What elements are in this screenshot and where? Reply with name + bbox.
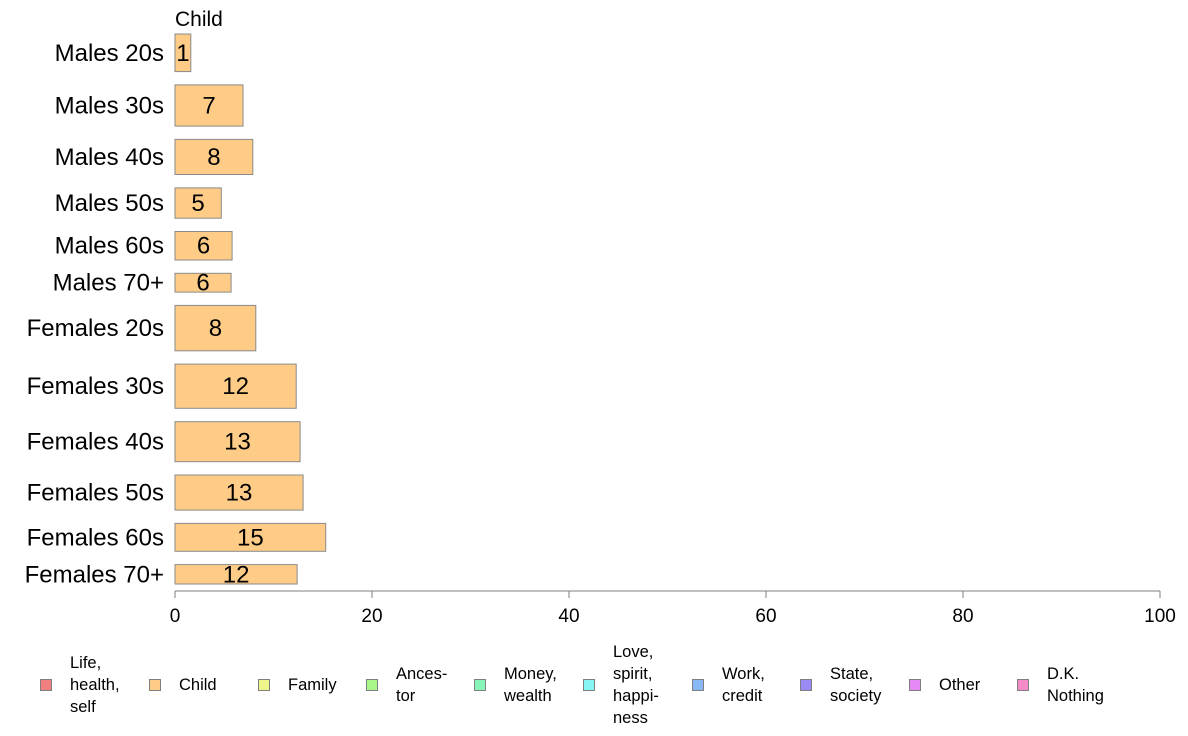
legend-label: Ances- tor xyxy=(396,665,448,705)
x-tick-label: 40 xyxy=(558,606,579,627)
category-label: Males 20s xyxy=(55,40,164,67)
bar xyxy=(174,138,254,175)
legend-label: Money, wealth xyxy=(504,665,557,705)
category-label: Females 60s xyxy=(27,524,164,551)
legend-label: State, society xyxy=(830,665,882,705)
legend-item: Family xyxy=(258,640,337,730)
x-axis: 0 20 40 60 80 100 xyxy=(170,590,1176,627)
legend-swatch xyxy=(692,679,704,691)
value-label: 13 xyxy=(226,480,253,507)
bar xyxy=(174,421,301,463)
bars-group: Males 20s 1 Males 30s 7 Males 40s 8 Males 50s 5… xyxy=(25,33,327,588)
bar xyxy=(174,187,222,219)
category-label: Males 60s xyxy=(55,233,164,260)
value-label: 8 xyxy=(209,315,222,342)
category-label: Females 20s xyxy=(27,315,164,342)
legend-item: Life, health, self xyxy=(40,640,120,730)
legend-item: Ances- tor xyxy=(366,640,447,730)
legend-label: Love, spirit, happi- ness xyxy=(613,643,659,727)
panel-title: Child xyxy=(175,8,223,31)
category-label: Females 70+ xyxy=(25,561,164,588)
legend-swatch xyxy=(40,679,52,691)
legend-label: Child xyxy=(179,676,217,694)
bar xyxy=(174,33,192,73)
legend-item: Other xyxy=(909,640,980,730)
category-label: Females 50s xyxy=(27,480,164,507)
value-label: 8 xyxy=(207,144,220,171)
bar xyxy=(174,272,232,293)
value-label: 13 xyxy=(224,429,251,456)
bar xyxy=(174,522,327,552)
legend-item: Love, spirit, happi- ness xyxy=(583,640,659,730)
bar xyxy=(174,474,304,511)
value-label: 15 xyxy=(237,524,264,551)
category-label: Males 40s xyxy=(55,144,164,171)
value-label: 1 xyxy=(176,40,189,67)
legend-item: Child xyxy=(149,640,217,730)
legend-swatch xyxy=(583,679,595,691)
x-tick-label: 100 xyxy=(1144,606,1176,627)
category-label: Females 30s xyxy=(27,373,164,400)
legend-label: Family xyxy=(288,676,337,694)
legend-item: Money, wealth xyxy=(474,640,557,730)
legend-swatch xyxy=(909,679,921,691)
legend-swatch xyxy=(1017,679,1029,691)
value-label: 7 xyxy=(202,93,215,120)
legend-item: D.K. Nothing xyxy=(1017,640,1104,730)
bar xyxy=(174,304,257,352)
legend-label: D.K. Nothing xyxy=(1047,665,1104,705)
value-label: 6 xyxy=(196,270,209,297)
bar xyxy=(174,231,233,261)
x-tick-label: 0 xyxy=(170,606,181,627)
legend-swatch xyxy=(800,679,812,691)
category-label: Males 70+ xyxy=(53,270,164,297)
value-label: 12 xyxy=(223,561,250,588)
legend-swatch xyxy=(474,679,486,691)
bar xyxy=(174,564,298,585)
category-label: Males 30s xyxy=(55,93,164,120)
value-label: 12 xyxy=(222,373,249,400)
legend-label: Life, health, self xyxy=(70,654,120,716)
legend-swatch xyxy=(258,679,270,691)
category-label: Males 50s xyxy=(55,190,164,217)
x-tick-label: 80 xyxy=(952,606,973,627)
legend-swatch xyxy=(366,679,378,691)
x-tick-label: 60 xyxy=(755,606,776,627)
value-label: 6 xyxy=(197,233,210,260)
legend-item: State, society xyxy=(800,640,881,730)
category-label: Females 40s xyxy=(27,429,164,456)
bar xyxy=(174,84,244,127)
legend-label: Other xyxy=(939,676,981,694)
value-label: 5 xyxy=(191,190,204,217)
legend-item: Work, credit xyxy=(692,640,765,730)
legend: Life, health, self Child Family Ances- tor M… xyxy=(0,640,1188,736)
legend-label: Work, credit xyxy=(722,665,765,705)
x-tick-label: 20 xyxy=(361,606,382,627)
bar xyxy=(174,363,297,409)
legend-swatch xyxy=(149,679,161,691)
